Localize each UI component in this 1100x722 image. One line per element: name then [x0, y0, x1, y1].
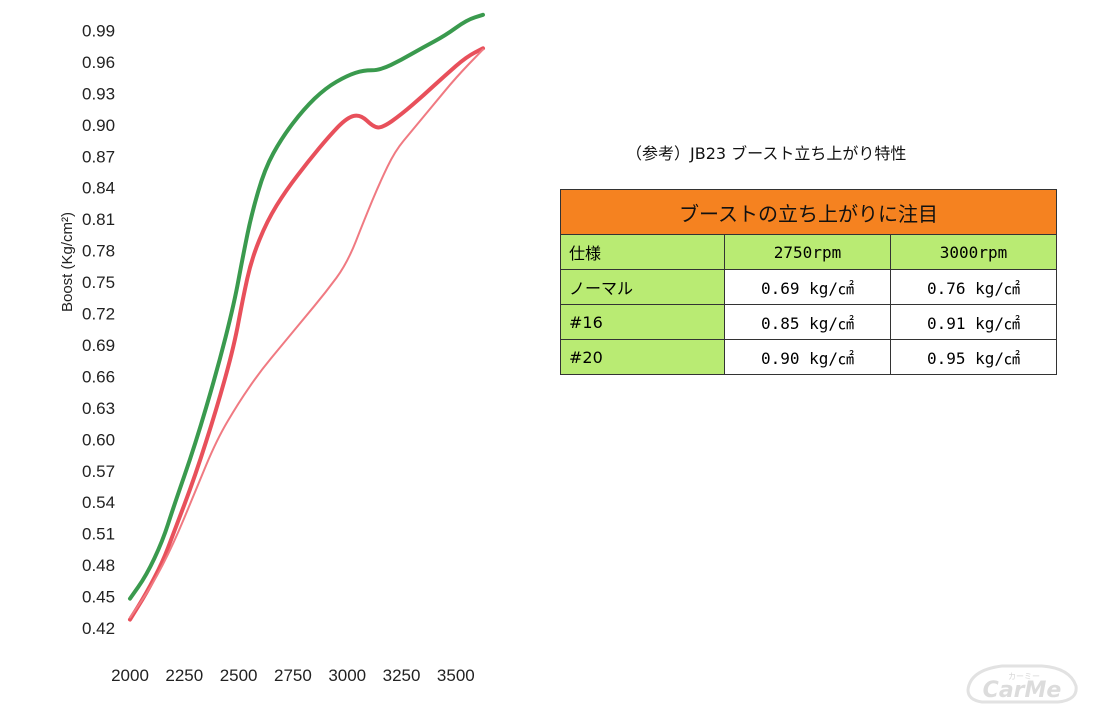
table-row: #16 0.85 kg/㎠ 0.91 kg/㎠ [560, 304, 1057, 340]
reference-caption: （参考）JB23 ブースト立ち上がり特性 [626, 144, 907, 163]
series-line-2 [128, 46, 485, 622]
watermark-sub: カーミー [1008, 672, 1040, 681]
x-tick-label: 2000 [111, 666, 149, 685]
y-tick-label: 0.69 [82, 336, 115, 355]
y-tick-label: 0.90 [82, 116, 115, 135]
header-3000rpm: 3000rpm [890, 234, 1057, 270]
y-tick-label: 0.87 [82, 147, 115, 166]
boost-comparison-table: ブーストの立ち上がりに注目 仕様 2750rpm 3000rpm ノーマル 0.… [560, 189, 1057, 375]
table-row: ノーマル 0.69 kg/㎠ 0.76 kg/㎠ [560, 269, 1057, 305]
y-tick-label: 0.48 [82, 556, 115, 575]
cell-value: 0.95 kg/㎠ [890, 339, 1057, 375]
x-tick-label: 3250 [383, 666, 421, 685]
y-tick-label: 0.99 [82, 21, 115, 40]
y-tick-label: 0.42 [82, 619, 115, 638]
y-tick-label: 0.66 [82, 367, 115, 386]
x-tick-label: 2250 [165, 666, 203, 685]
y-tick-label: 0.54 [82, 493, 115, 512]
cell-value: 0.90 kg/㎠ [724, 339, 891, 375]
row-label: #16 [560, 304, 725, 340]
header-spec: 仕様 [560, 234, 725, 270]
y-tick-label: 0.75 [82, 273, 115, 292]
y-tick-label: 0.63 [82, 399, 115, 418]
x-axis-ticks: 2000 2250 2500 2750 3000 3250 3500 [111, 666, 475, 685]
cell-value: 0.85 kg/㎠ [724, 304, 891, 340]
series-lines [128, 12, 485, 622]
y-tick-label: 0.93 [82, 84, 115, 103]
cell-value: 0.91 kg/㎠ [890, 304, 1057, 340]
y-tick-label: 0.96 [82, 53, 115, 72]
y-tick-label: 0.51 [82, 525, 115, 544]
series-line-1 [128, 12, 485, 601]
table-header-row: 仕様 2750rpm 3000rpm [560, 234, 1057, 270]
y-tick-label: 0.45 [82, 588, 115, 607]
y-axis-title: Boost (Kg/cm²) [59, 212, 76, 312]
x-tick-label: 2750 [274, 666, 312, 685]
table-row: #20 0.90 kg/㎠ 0.95 kg/㎠ [560, 339, 1057, 375]
x-tick-label: 3500 [437, 666, 475, 685]
y-tick-label: 0.60 [82, 430, 115, 449]
y-axis-ticks: 0.42 0.45 0.48 0.51 0.54 0.57 0.60 0.63 0.66 0.69… [82, 21, 115, 638]
series-line-3 [129, 48, 484, 619]
x-tick-label: 3000 [328, 666, 366, 685]
y-tick-label: 0.72 [82, 305, 115, 324]
header-2750rpm: 2750rpm [724, 234, 891, 270]
cell-value: 0.76 kg/㎠ [890, 269, 1057, 305]
y-tick-label: 0.57 [82, 462, 115, 481]
carme-logo-watermark: カーミー CarMe [966, 664, 1078, 704]
cell-value: 0.69 kg/㎠ [724, 269, 891, 305]
row-label: ノーマル [560, 269, 725, 305]
x-tick-label: 2500 [220, 666, 258, 685]
y-tick-label: 0.84 [82, 179, 115, 198]
y-tick-label: 0.81 [82, 210, 115, 229]
table-title: ブーストの立ち上がりに注目 [560, 189, 1057, 235]
row-label: #20 [560, 339, 725, 375]
y-tick-label: 0.78 [82, 242, 115, 261]
watermark-brand: CarMe [983, 678, 1062, 703]
